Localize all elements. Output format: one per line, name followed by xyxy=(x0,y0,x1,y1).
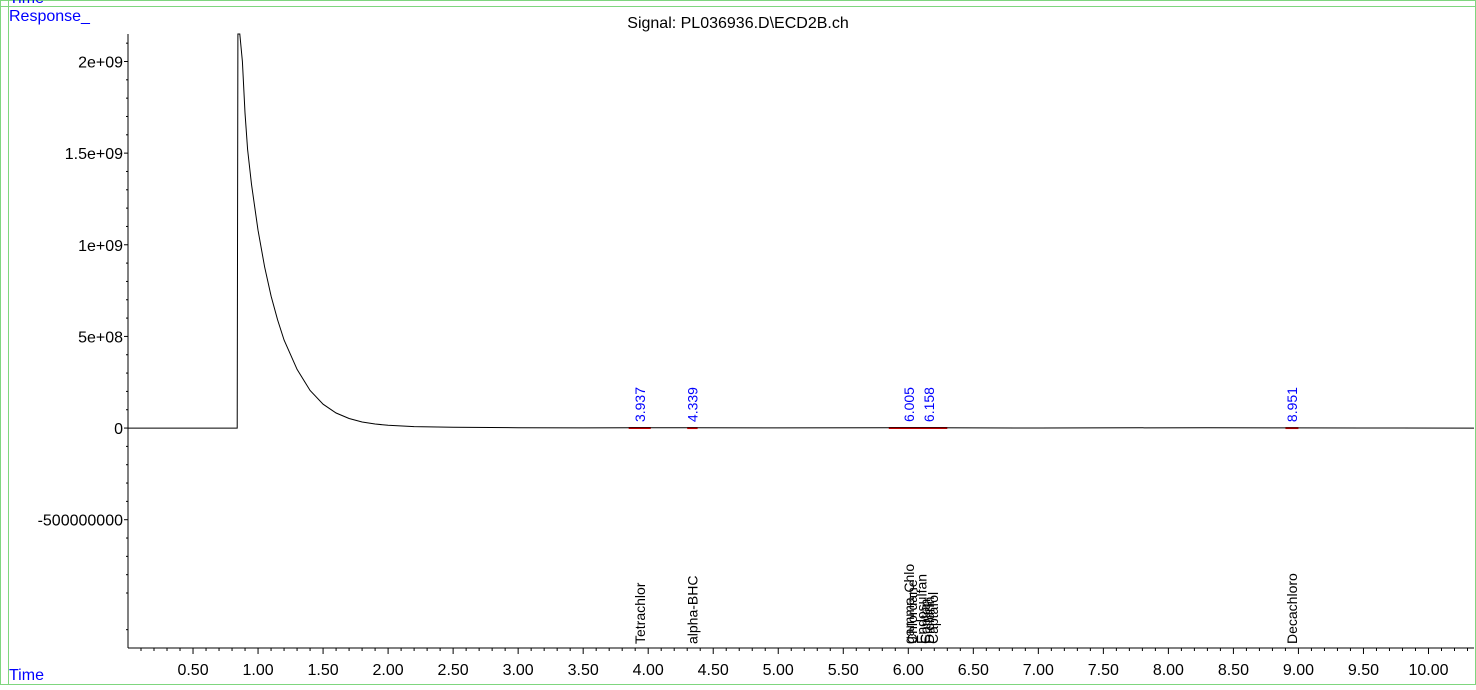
x-tick-label: 2.50 xyxy=(438,662,469,679)
y-tick-label: 2e+09 xyxy=(78,54,123,71)
x-tick-label: 9.00 xyxy=(1283,662,1314,679)
compound-label: alpha-BHC xyxy=(684,576,700,644)
signal-trace xyxy=(128,34,1474,428)
x-tick-label: 10.00 xyxy=(1408,662,1448,679)
x-tick-label: 6.50 xyxy=(958,662,989,679)
compound-label: Tetrachlor xyxy=(632,582,648,644)
compound-label: Captafol xyxy=(925,592,941,644)
x-tick-label: 9.50 xyxy=(1348,662,1379,679)
x-tick-label: 8.00 xyxy=(1153,662,1184,679)
x-tick-label: 7.00 xyxy=(1023,662,1054,679)
x-tick-label: 6.00 xyxy=(893,662,924,679)
peak-rt-label: 6.158 xyxy=(921,387,937,422)
x-tick-label: 4.00 xyxy=(633,662,664,679)
x-tick-label: 8.50 xyxy=(1218,662,1249,679)
y-tick-label: -500000000 xyxy=(38,513,124,530)
chart-title: Signal: PL036936.D\ECD2B.ch xyxy=(0,15,1476,33)
peak-rt-label: 6.005 xyxy=(901,387,917,422)
x-tick-label: 7.50 xyxy=(1088,662,1119,679)
x-axis-title: Time xyxy=(9,667,44,685)
y-tick-label: 5e+08 xyxy=(78,329,123,346)
x-tick-label: 5.00 xyxy=(763,662,794,679)
compound-label: Decachloro xyxy=(1284,573,1300,644)
y-tick-label: 1e+09 xyxy=(78,238,123,255)
x-tick-label: 1.00 xyxy=(242,662,273,679)
peak-rt-label: 8.951 xyxy=(1284,387,1300,422)
x-tick-label: 0.50 xyxy=(177,662,208,679)
top-cut-label: Time xyxy=(9,0,44,8)
x-tick-label: 1.50 xyxy=(308,662,339,679)
y-tick-label: 0 xyxy=(114,421,123,438)
x-tick-label: 5.50 xyxy=(828,662,859,679)
axes-group: 2e+09 1.5e+09 1e+09 5e+08 0 -500000000 0.50 1.0… xyxy=(38,34,1474,679)
peak-rt-label: 4.339 xyxy=(684,387,700,422)
peak-rt-label: 3.937 xyxy=(632,387,648,422)
y-tick-label: 1.5e+09 xyxy=(65,146,123,163)
labels-group: 3.937 4.339 6.005 6.158 8.951 Tetrachlor alpha… xyxy=(632,387,1300,644)
x-tick-label: 3.00 xyxy=(503,662,534,679)
marks-group xyxy=(128,34,1474,428)
x-tick-label: 2.00 xyxy=(373,662,404,679)
x-tick-label: 4.50 xyxy=(698,662,729,679)
x-tick-label: 3.50 xyxy=(568,662,599,679)
